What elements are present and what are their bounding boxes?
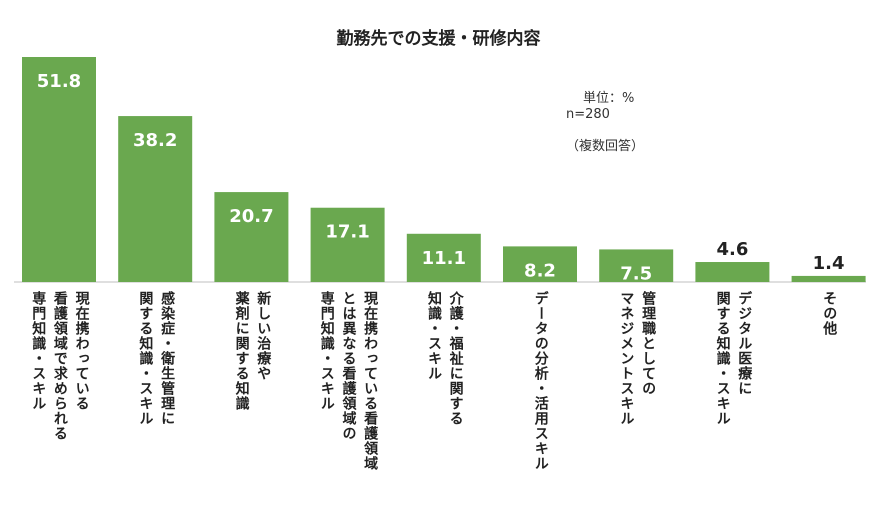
bar [695, 262, 770, 282]
bar [406, 233, 481, 282]
category-label: その他 [821, 291, 838, 336]
bar [22, 57, 96, 282]
sample-size-label: n=280 [566, 107, 610, 122]
chart-title: 勤務先での支援・研修内容 [336, 29, 541, 49]
bar [214, 192, 289, 282]
category-label: 感染症・衛生管理に 関する知識・スキル [137, 291, 176, 426]
category-label: 管理職としての マネジメントスキル [618, 291, 657, 426]
data-label: 1.4 [813, 253, 845, 274]
data-label: 20.7 [229, 206, 273, 227]
data-label: 11.1 [422, 248, 466, 269]
bar [310, 207, 385, 282]
unit-label: 単位：% [583, 91, 635, 106]
category-label: 現在携わっている 看護領域で求められる 専門知識・スキル [30, 291, 90, 441]
data-label: 4.6 [716, 239, 748, 260]
bar [791, 275, 866, 282]
bar [599, 249, 674, 282]
bar [118, 116, 193, 282]
multiple-answer-label: （複数回答） [566, 139, 645, 154]
data-label: 17.1 [325, 222, 369, 243]
category-label: 介護・福祉に関する 知識・スキル [425, 291, 464, 426]
data-label: 7.5 [620, 263, 652, 284]
category-label: データの分析・活用スキル [532, 291, 549, 471]
data-label: 8.2 [524, 260, 556, 281]
data-label: 38.2 [133, 130, 177, 151]
category-label: 新しい治療や 薬剤に関する知識 [233, 291, 272, 411]
category-label: デジタル医療に 関する知識・スキル [714, 291, 753, 426]
data-label: 51.8 [37, 71, 81, 92]
category-label: 現在携わっている看護領域 とは異なる看護領域の 専門知識・スキル [318, 291, 379, 471]
bar [503, 246, 577, 282]
